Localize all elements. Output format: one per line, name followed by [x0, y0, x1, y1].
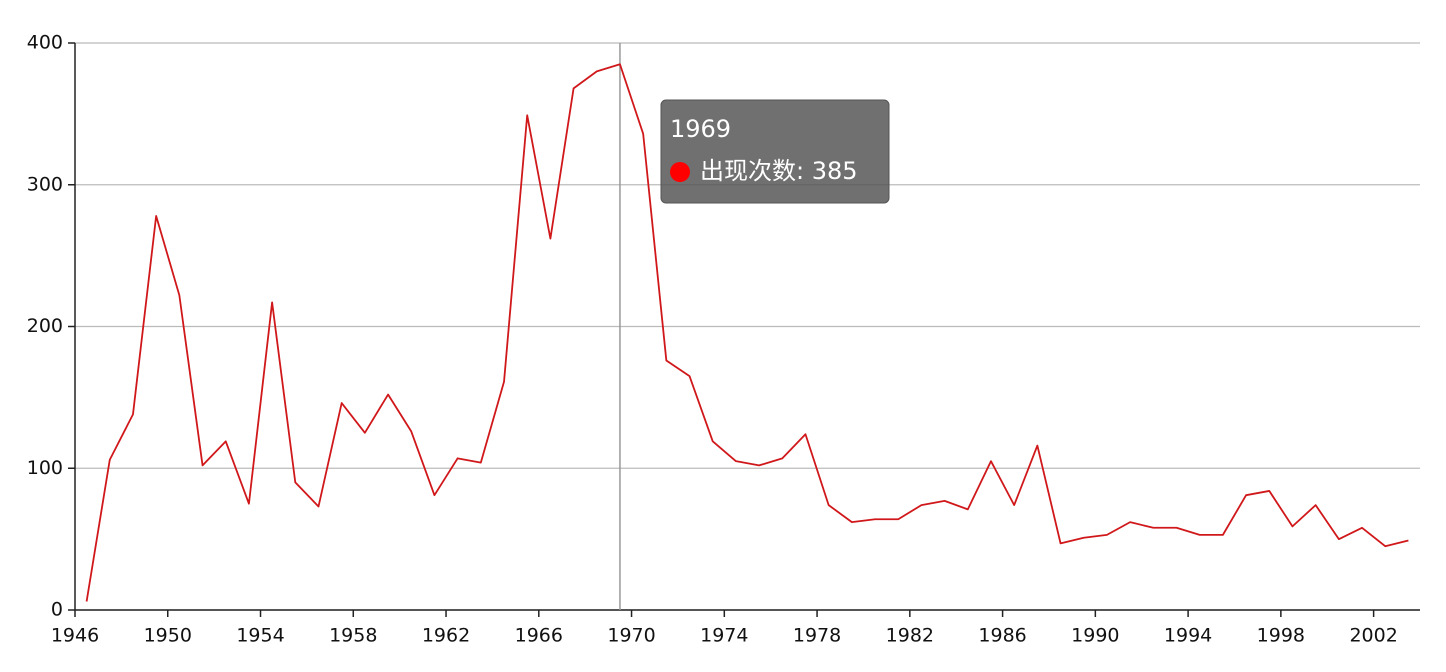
x-tick-label: 1978: [793, 625, 841, 647]
x-tick-label: 1994: [1164, 625, 1212, 647]
x-tick-label: 1966: [515, 625, 563, 647]
x-tick-label: 1946: [51, 625, 99, 647]
x-tick-label: 1954: [236, 625, 284, 647]
y-tick-label: 400: [27, 32, 63, 54]
y-tick-label: 200: [27, 315, 63, 337]
x-tick-label: 1986: [978, 625, 1026, 647]
x-tick-label: 2002: [1349, 625, 1397, 647]
x-tick-label: 1974: [700, 625, 748, 647]
y-tick-label: 300: [27, 173, 63, 195]
x-tick-label: 1958: [329, 625, 377, 647]
x-tick-label: 1962: [422, 625, 470, 647]
x-tick-label: 1950: [144, 625, 192, 647]
x-tick-label: 1998: [1257, 625, 1305, 647]
x-tick-label: 1970: [607, 625, 655, 647]
y-tick-label: 100: [27, 457, 63, 479]
y-tick-label: 0: [51, 599, 63, 621]
tooltip-box: [660, 99, 890, 204]
tooltip-marker: [670, 162, 690, 182]
line: [85, 63, 1409, 602]
tooltip: 1969 出现次数: 385: [660, 99, 890, 204]
tooltip-title: 1969: [670, 115, 731, 143]
tooltip-text: 出现次数: 385: [700, 157, 858, 185]
x-tick-label: 1990: [1071, 625, 1119, 647]
x-tick-label: 1982: [886, 625, 934, 647]
